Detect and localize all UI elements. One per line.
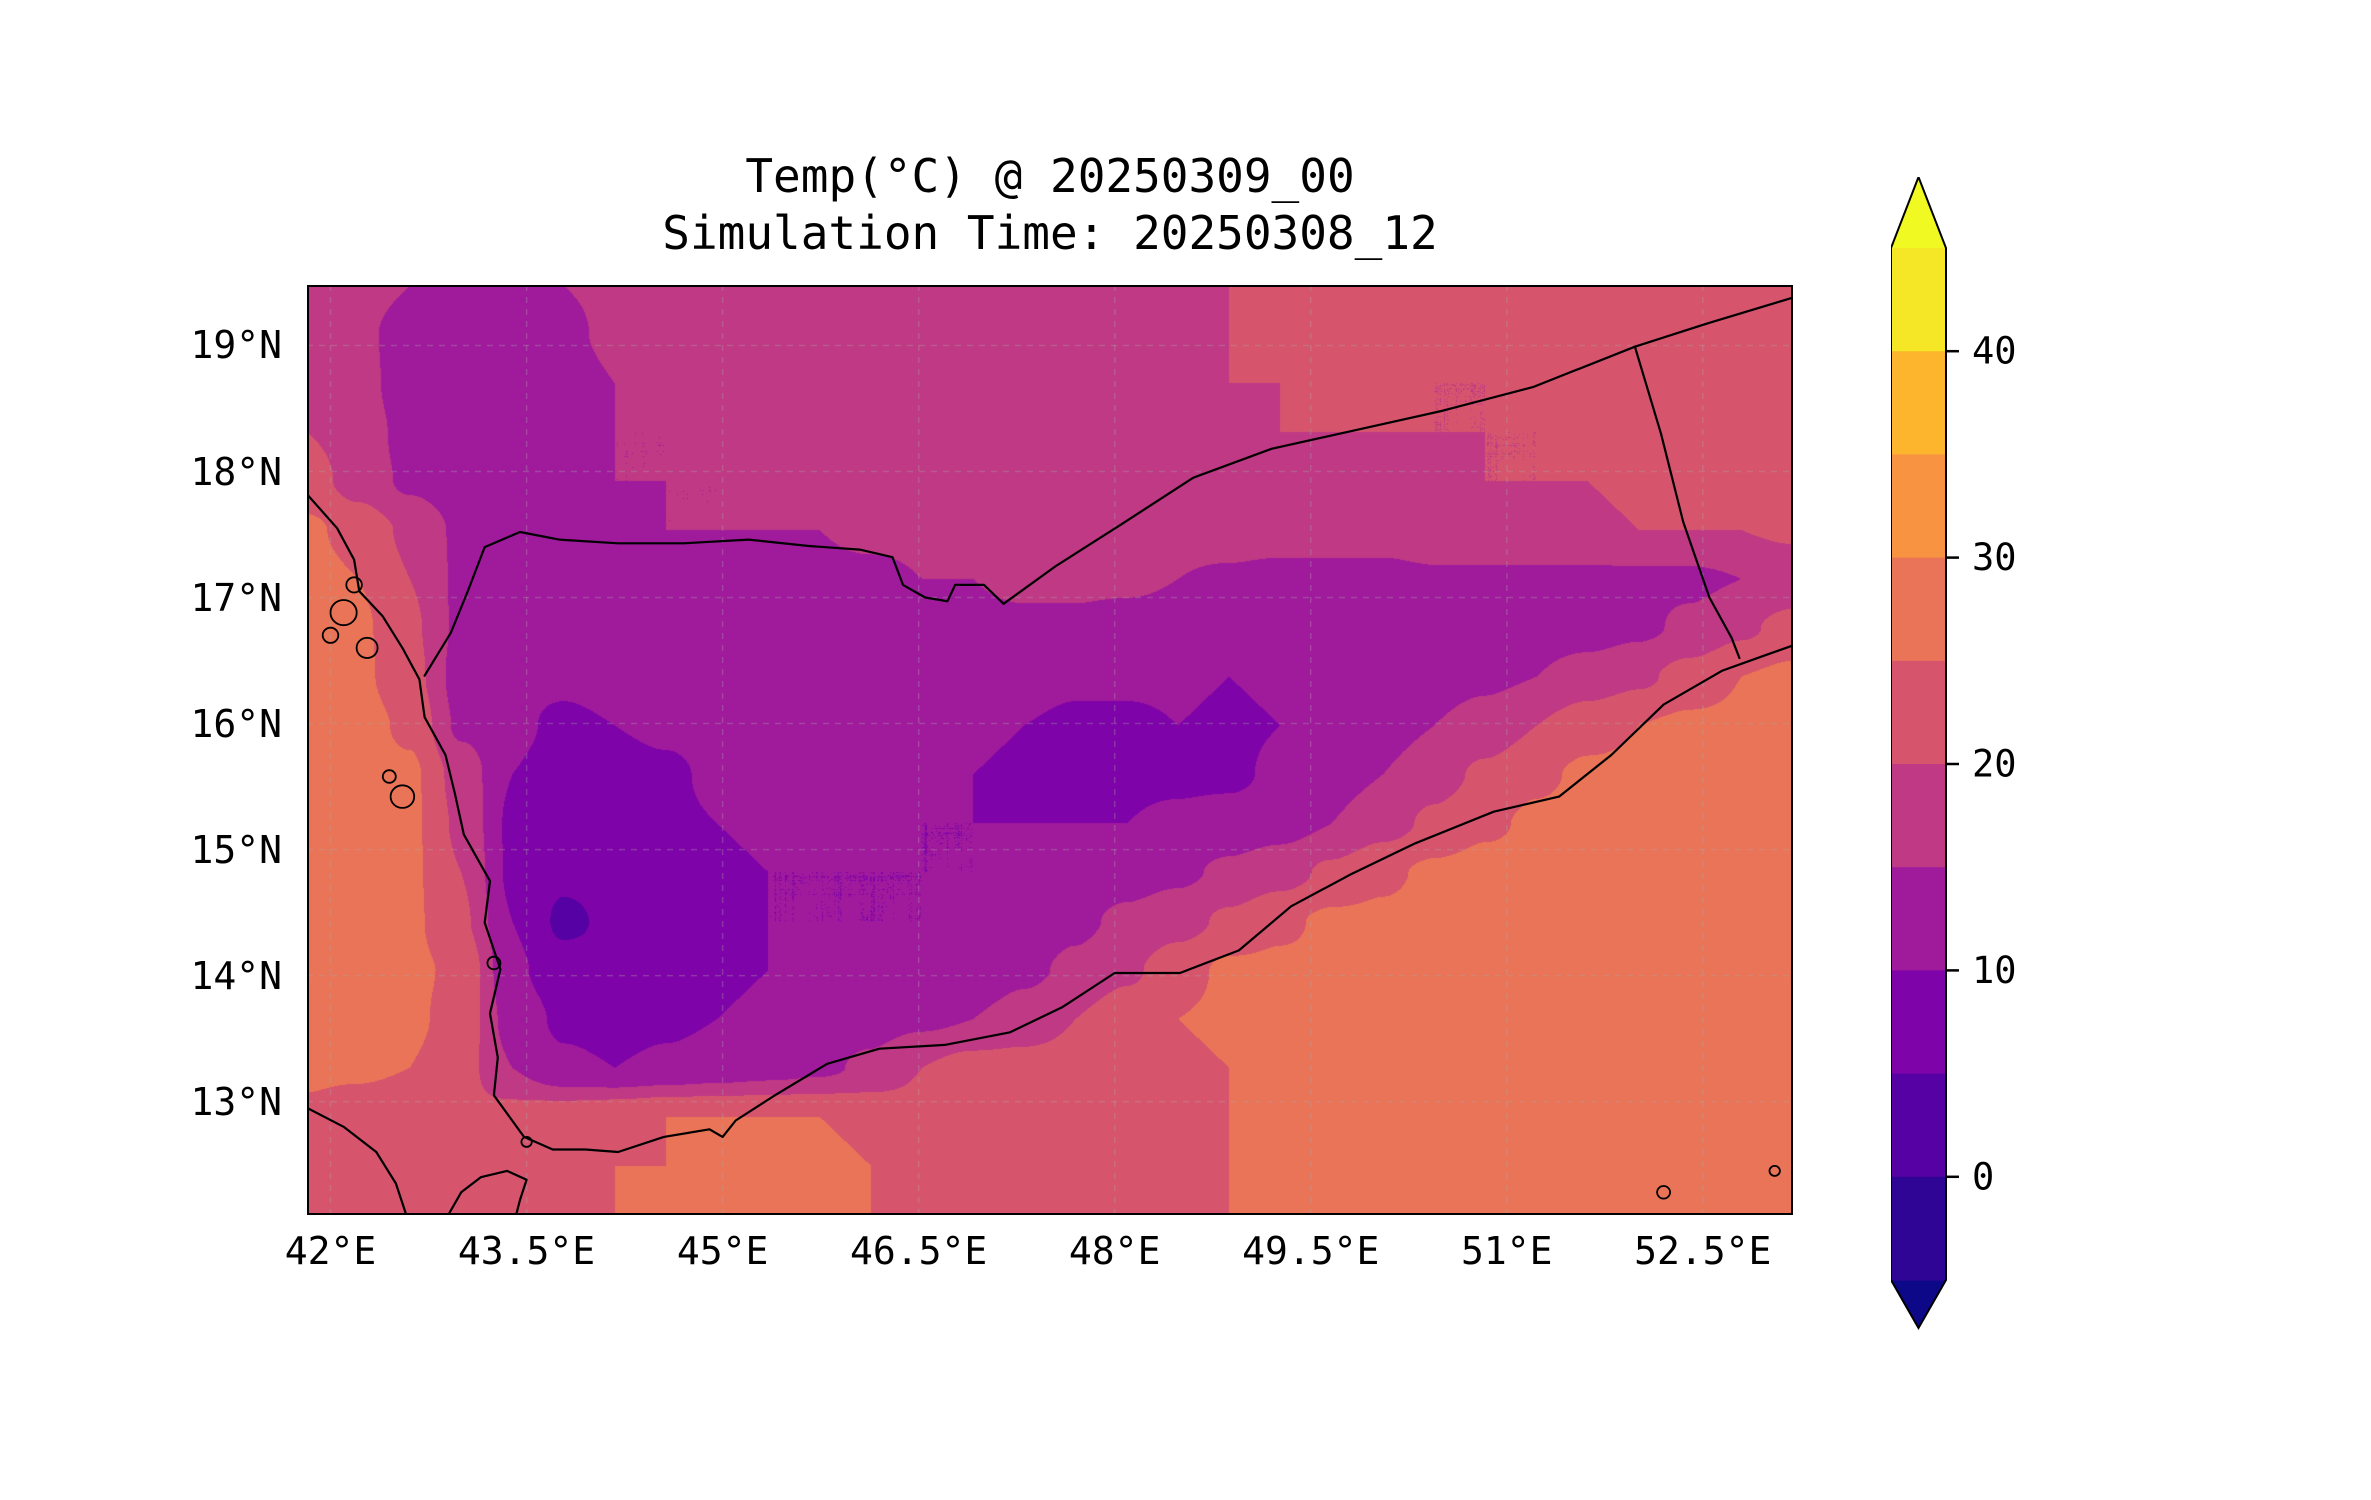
- colorbar-outline: [1890, 174, 1947, 1331]
- colorbar-tick-label: 10: [1972, 949, 2017, 992]
- country-border: [1633, 296, 1793, 348]
- island-outline: [520, 1136, 533, 1148]
- colorbar-tick-label: 0: [1972, 1155, 1994, 1198]
- coastline: [307, 493, 1793, 1154]
- colorbar-band: [1891, 1176, 1946, 1281]
- island-outline: [389, 784, 416, 809]
- island-outline: [381, 769, 397, 784]
- y-tick-label: 16°N: [190, 701, 282, 746]
- colorbar-band: [1891, 867, 1946, 971]
- coastline: [447, 1169, 528, 1215]
- island-outline: [355, 636, 379, 659]
- x-tick-label: 43.5°E: [457, 1229, 596, 1273]
- island-outline: [1768, 1165, 1781, 1177]
- colorbar-band: [1891, 557, 1946, 662]
- y-tick-label: 15°N: [190, 827, 282, 872]
- x-tick-label: 49.5°E: [1242, 1229, 1380, 1273]
- x-tick-label: 52.5°E: [1634, 1229, 1772, 1273]
- colorbar-band: [1891, 764, 1946, 868]
- island-outline: [329, 599, 358, 627]
- x-tick-label: 42°E: [284, 1229, 377, 1273]
- colorbar-tick-label: 20: [1972, 743, 2017, 786]
- colorbar-band: [1891, 1073, 1946, 1178]
- plot-title: Temp(°C) @ 20250309_00 Simulation Time: …: [307, 148, 1793, 262]
- island-outline: [1656, 1185, 1671, 1200]
- map-overlay: [307, 285, 1793, 1215]
- x-tick-label: 45°E: [676, 1229, 769, 1273]
- y-tick-label: 19°N: [190, 323, 282, 368]
- colorbar-band: [1891, 248, 1946, 352]
- plot-title-line2: Simulation Time: 20250308_12: [662, 206, 1438, 260]
- x-tick-label: 51°E: [1461, 1229, 1553, 1273]
- y-tick-label: 14°N: [190, 953, 282, 998]
- coastline: [307, 1106, 408, 1215]
- y-tick-label: 17°N: [190, 575, 282, 620]
- colorbar-wrap: 0 10 20 30 40: [1890, 174, 2131, 1342]
- colorbar-under-triangle: [1891, 1280, 1946, 1328]
- y-tick-label: 18°N: [190, 449, 282, 494]
- colorbar-tick-label: 30: [1972, 536, 2017, 579]
- plot-title-line1: Temp(°C) @ 20250309_00: [745, 149, 1355, 203]
- colorbar-band: [1891, 660, 1946, 765]
- x-tick-label: 48°E: [1068, 1229, 1161, 1273]
- island-outline: [321, 626, 340, 644]
- map-plot-area: [307, 285, 1793, 1215]
- colorbar-band: [1891, 351, 1946, 455]
- temperature-field: [307, 285, 1793, 1215]
- colorbar-over-triangle: [1891, 177, 1946, 248]
- colorbar: 0 10 20 30 40: [1890, 174, 2017, 1331]
- colorbar-band: [1891, 970, 1946, 1075]
- x-tick-label: 46.5°E: [850, 1229, 988, 1273]
- colorbar-tick-label: 40: [1972, 330, 2017, 373]
- country-border: [423, 546, 486, 677]
- island-outline: [345, 576, 363, 594]
- country-border: [1633, 345, 1741, 660]
- island-outline: [486, 955, 502, 971]
- country-border: [483, 345, 1636, 605]
- y-tick-label: 13°N: [190, 1079, 282, 1124]
- colorbar-band: [1891, 454, 1946, 559]
